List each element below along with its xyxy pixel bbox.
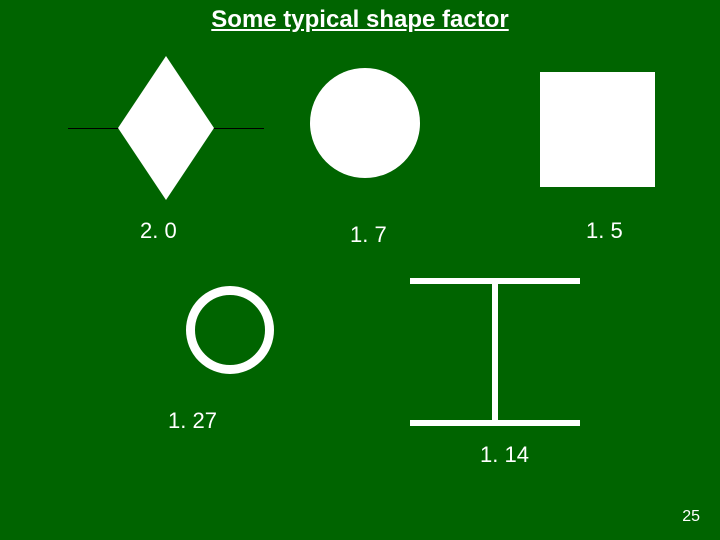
solid-circle-value: 1. 7 — [350, 222, 387, 248]
slide-title: Some typical shape factor — [0, 6, 720, 34]
ring-value: 1. 27 — [168, 408, 217, 434]
diamond-value: 2. 0 — [140, 218, 177, 244]
i-beam-icon — [410, 278, 580, 426]
ibeam-value: 1. 14 — [480, 442, 529, 468]
diamond-shape-icon — [118, 56, 214, 200]
circle-solid-icon — [310, 68, 420, 178]
square-value: 1. 5 — [586, 218, 623, 244]
circle-ring-icon — [186, 286, 274, 374]
slide: Some typical shape factor 2. 0 1. 7 1. 5… — [0, 0, 720, 540]
page-number: 25 — [682, 508, 700, 526]
square-icon — [540, 72, 655, 187]
